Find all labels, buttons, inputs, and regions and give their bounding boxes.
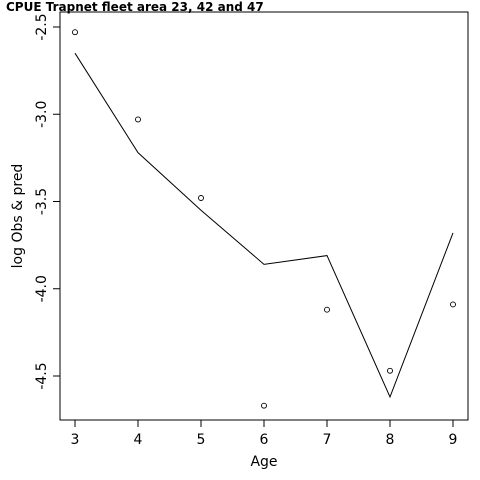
x-tick-label: 3 [71,432,80,448]
x-axis-label: Age [250,454,277,470]
series-layer [72,29,456,409]
x-tick-label: 6 [260,432,269,448]
x-axis: 3 4 5 6 7 8 9 [71,419,458,448]
y-axis-label: log Obs & pred [10,164,26,269]
y-axis: -2.5 -3.0 -3.5 -4.0 -4.5 [34,13,61,390]
observed-point [324,306,330,313]
observed-point [387,367,393,374]
y-tick-label: -4.5 [34,362,50,389]
predicted-line [74,52,454,399]
observed-point [72,29,78,36]
x-tick-label: 5 [197,432,206,448]
chart-title: CPUE Trapnet fleet area 23, 42 and 47 [6,0,264,14]
x-tick-label: 9 [449,432,458,448]
x-tick-label: 7 [323,432,332,448]
observed-point [198,195,204,201]
y-tick-label: -3.5 [34,188,50,215]
x-tick-label: 8 [386,432,395,448]
plot-frame [59,11,469,421]
x-tick-label: 4 [134,432,143,448]
y-tick-label: -2.5 [34,13,50,40]
observed-point [450,301,456,308]
y-tick-label: -4.0 [34,275,50,302]
observed-point [261,402,267,409]
observed-point [135,116,141,123]
y-tick-label: -3.0 [34,101,50,128]
